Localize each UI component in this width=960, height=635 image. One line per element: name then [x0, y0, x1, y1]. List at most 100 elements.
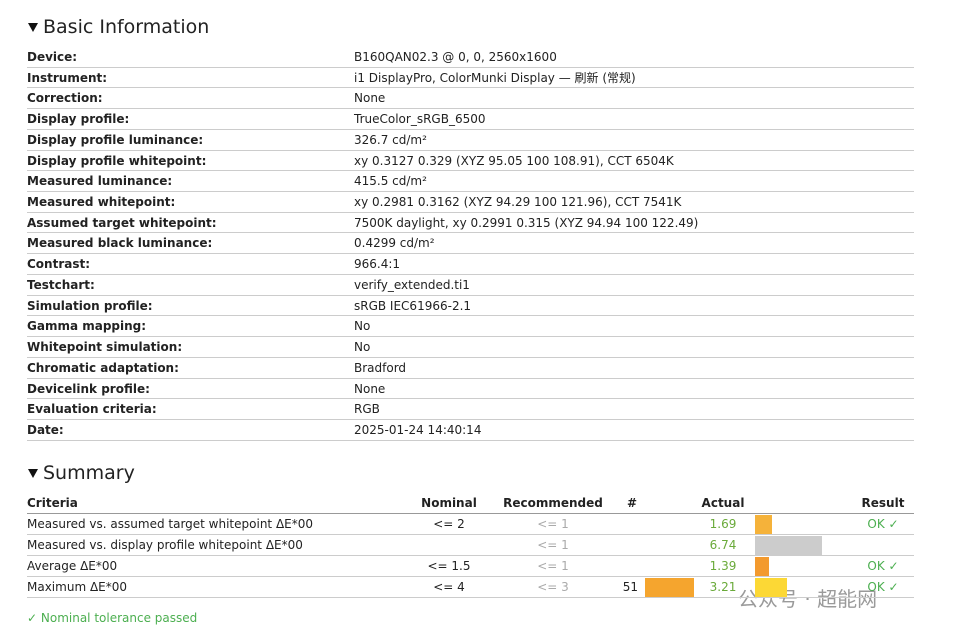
column-header: Result — [861, 496, 905, 510]
row-divider — [27, 149, 914, 151]
actual-bar — [755, 515, 772, 534]
field-value: 966.4:1 — [354, 257, 401, 272]
field-label: Testchart: — [27, 277, 95, 292]
field-label: Evaluation criteria: — [27, 402, 157, 417]
column-header: Criteria — [27, 496, 78, 510]
row-divider — [27, 336, 914, 338]
nominal: <= 4 — [433, 580, 465, 594]
field-label: Measured black luminance: — [27, 236, 213, 251]
actual-bar — [755, 557, 769, 576]
criteria: Measured vs. assumed target whitepoint Δ… — [27, 517, 314, 531]
row-divider — [27, 232, 914, 234]
field-value: None — [354, 91, 386, 106]
row-divider — [27, 377, 914, 379]
field-value: 0.4299 cd/m² — [354, 236, 435, 251]
row-divider — [27, 356, 914, 358]
field-label: Date: — [27, 422, 64, 437]
field-value: xy 0.3127 0.329 (XYZ 95.05 100 108.91), … — [354, 153, 674, 168]
field-label: Display profile luminance: — [27, 132, 204, 147]
header-divider — [27, 513, 914, 514]
field-value: TrueColor_sRGB_6500 — [354, 112, 486, 127]
result: OK ✓ — [867, 517, 899, 531]
field-label: Device: — [27, 50, 78, 64]
column-header: # — [626, 496, 638, 510]
field-value: None — [354, 381, 386, 396]
row-divider — [27, 170, 914, 172]
count-bar — [645, 578, 694, 597]
field-value: B160QAN02.3 @ 0, 0, 2560x1600 — [354, 50, 557, 64]
row-divider — [27, 294, 914, 296]
field-label: Measured whitepoint: — [27, 195, 176, 210]
field-value: No — [354, 319, 371, 334]
field-value: Bradford — [354, 360, 407, 375]
field-label: Assumed target whitepoint: — [27, 215, 217, 230]
status: ✓ Nominal tolerance passed — [27, 611, 198, 625]
field-value: RGB — [354, 402, 380, 417]
field-label: Contrast: — [27, 257, 91, 272]
row-divider — [27, 253, 914, 255]
row-divider — [27, 439, 914, 441]
section-heading: Summary — [27, 460, 135, 486]
row-divider — [27, 128, 914, 130]
nominal: <= 2 — [433, 517, 465, 531]
row-divider — [27, 398, 914, 400]
recommended: <= 1 — [537, 538, 569, 552]
criteria: Maximum ΔE*00 — [27, 580, 128, 594]
field-label: Whitepoint simulation: — [27, 340, 183, 355]
criteria: Measured vs. display profile whitepoint … — [27, 538, 303, 552]
field-label: Devicelink profile: — [27, 381, 150, 396]
row-divider — [27, 597, 914, 598]
field-label: Gamma mapping: — [27, 319, 147, 334]
row-divider — [27, 418, 914, 420]
field-value: 415.5 cd/m² — [354, 174, 427, 189]
actual: 1.69 — [709, 517, 737, 531]
field-value: sRGB IEC61966-2.1 — [354, 298, 472, 313]
recommended: <= 1 — [537, 559, 569, 573]
nominal: <= 1.5 — [427, 559, 471, 573]
result: OK ✓ — [867, 580, 899, 594]
collapse-icon — [28, 23, 38, 32]
row-divider — [27, 191, 914, 193]
count: 51 — [622, 580, 638, 594]
row-divider — [27, 534, 914, 535]
field-value: 2025-01-24 14:40:14 — [354, 422, 482, 437]
row-divider — [27, 211, 914, 213]
row-divider — [27, 66, 914, 68]
row-divider — [27, 273, 914, 275]
field-value: verify_extended.ti1 — [354, 277, 470, 292]
field-label: Chromatic adaptation: — [27, 360, 179, 375]
field-label: Correction: — [27, 91, 103, 106]
collapse-icon — [28, 469, 38, 478]
row-divider — [27, 87, 914, 89]
actual-bar — [755, 578, 788, 597]
result: OK ✓ — [867, 559, 899, 573]
row-divider — [27, 108, 914, 110]
column-header: Nominal — [421, 496, 477, 510]
recommended: <= 3 — [537, 580, 569, 594]
actual: 1.39 — [709, 559, 737, 573]
row-divider — [27, 315, 914, 317]
actual-bar — [755, 536, 823, 555]
field-label: Instrument: — [27, 70, 108, 85]
actual: 6.74 — [709, 538, 737, 552]
field-value: 7500K daylight, xy 0.2991 0.315 (XYZ 94.… — [354, 215, 699, 230]
criteria: Average ΔE*00 — [27, 559, 118, 573]
recommended: <= 1 — [537, 517, 569, 531]
field-value: No — [354, 340, 371, 355]
field-label: Display profile: — [27, 112, 130, 127]
field-value: xy 0.2981 0.3162 (XYZ 94.29 100 121.96),… — [354, 195, 682, 210]
actual: 3.21 — [709, 580, 737, 594]
section-heading: Basic Information — [27, 14, 209, 40]
column-header: Actual — [701, 496, 745, 510]
row-divider — [27, 576, 914, 577]
column-header: Recommended — [503, 496, 603, 510]
row-divider — [27, 555, 914, 556]
field-label: Measured luminance: — [27, 174, 173, 189]
field-value: i1 DisplayPro, ColorMunki Display — 刷新 (… — [354, 70, 636, 85]
field-value: 326.7 cd/m² — [354, 132, 427, 147]
field-label: Simulation profile: — [27, 298, 153, 313]
section-title: Basic Information — [43, 16, 210, 38]
section-title: Summary — [43, 462, 135, 484]
field-label: Display profile whitepoint: — [27, 153, 207, 168]
